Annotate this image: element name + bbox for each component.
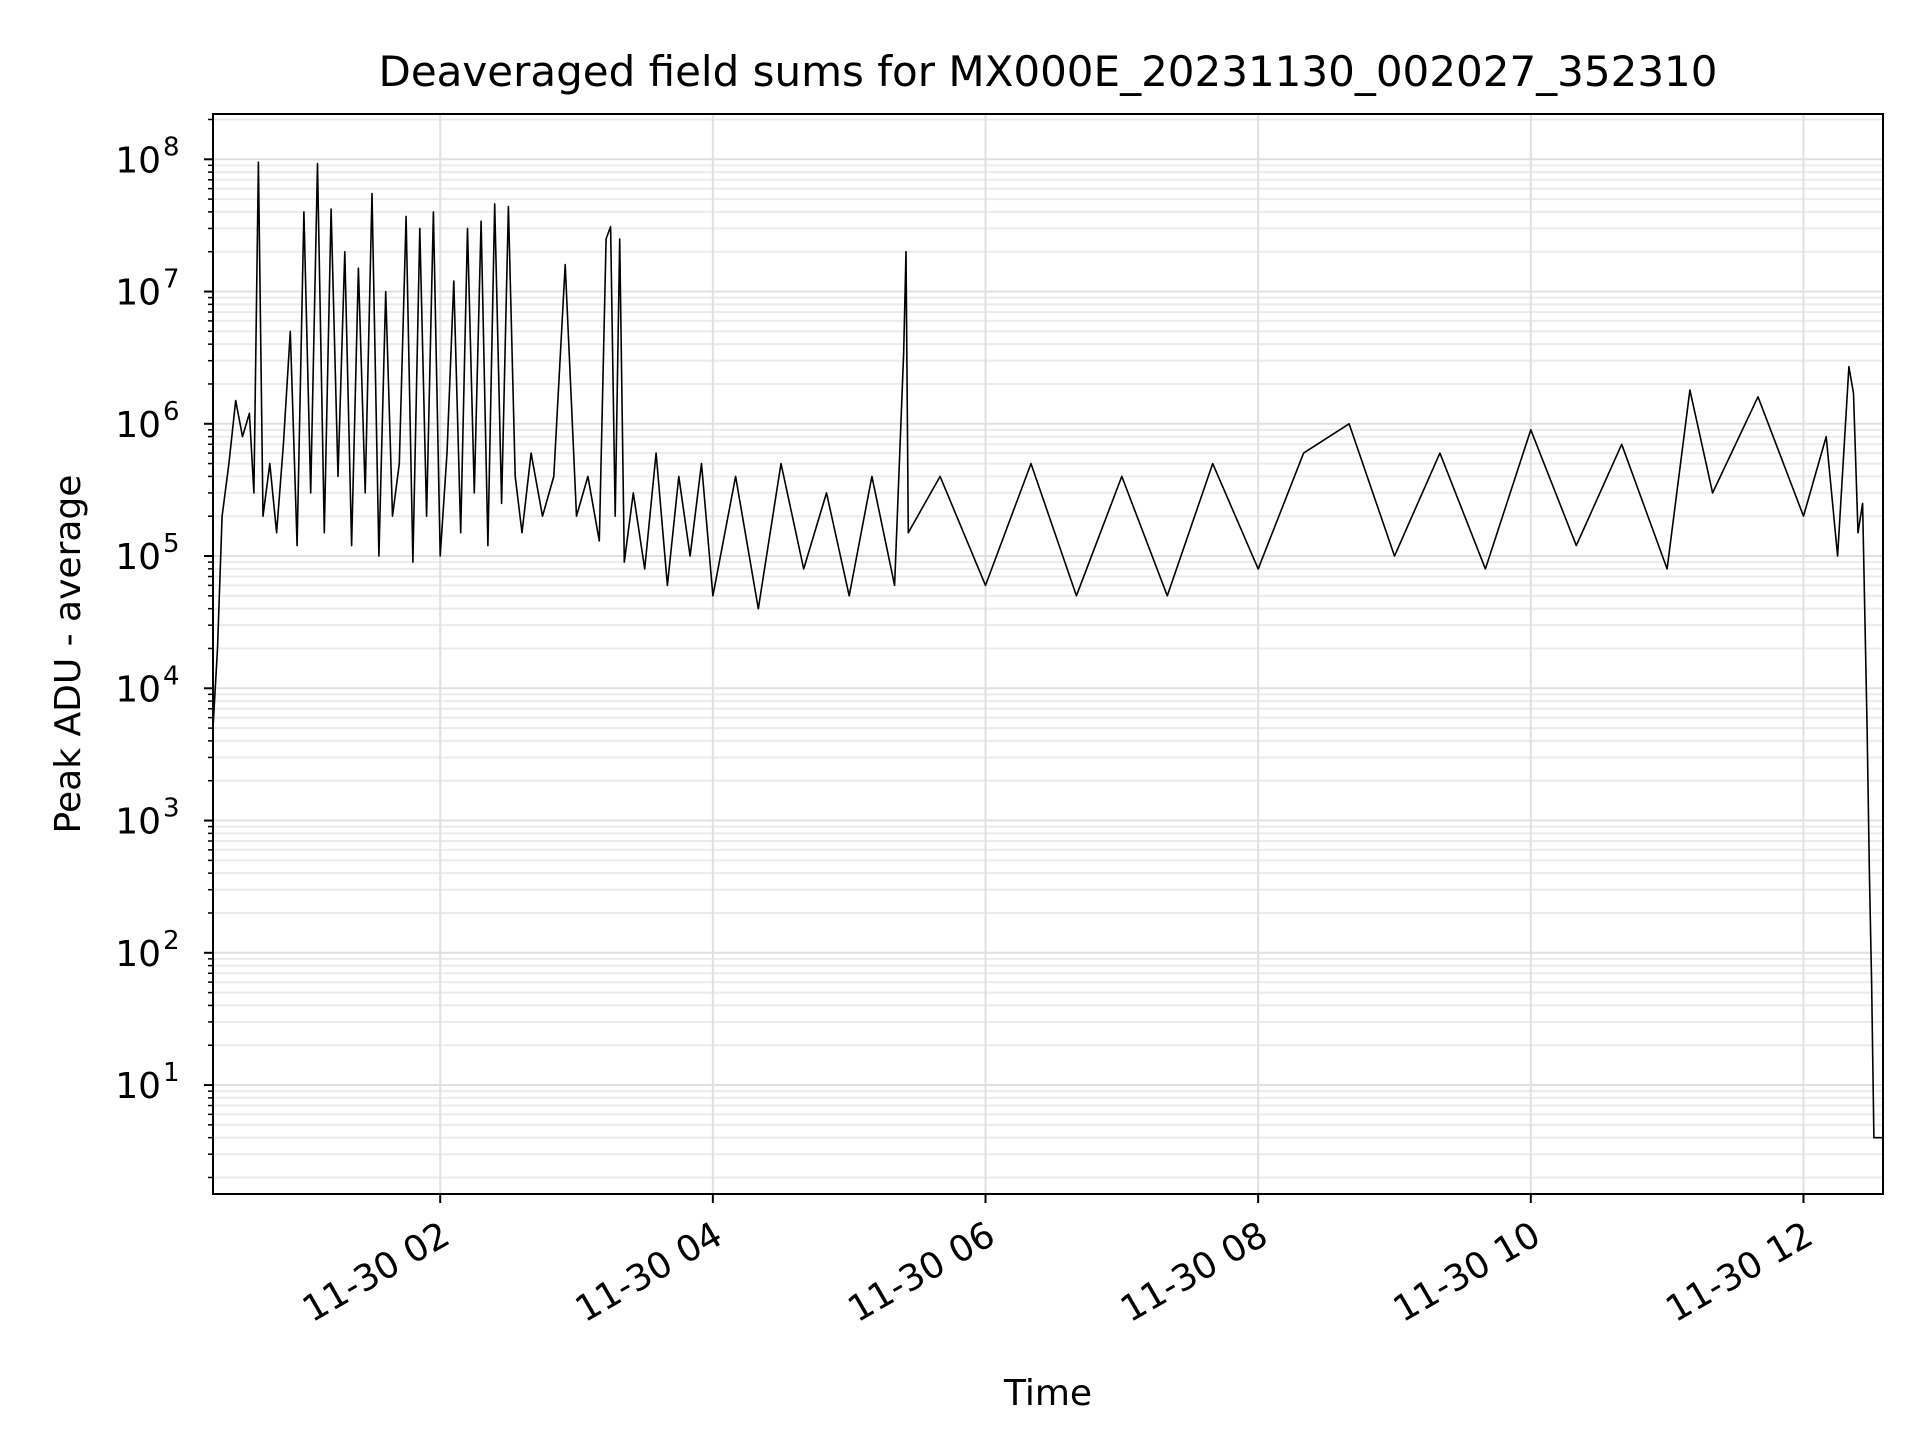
y-tick-exponent: 7 <box>163 265 180 295</box>
y-tick-exponent: 1 <box>163 1058 180 1088</box>
y-axis-label: Peak ADU - average <box>48 475 89 834</box>
y-tick-exponent: 3 <box>163 794 180 824</box>
series-line <box>212 161 1883 1139</box>
axes-frame <box>212 113 1884 1195</box>
y-tick-label: 10 <box>115 1066 161 1107</box>
y-tick-exponent: 4 <box>163 661 180 691</box>
y-tick-label: 10 <box>115 140 161 181</box>
y-tick-label: 10 <box>115 669 161 710</box>
y-tick-exponent: 6 <box>163 397 180 427</box>
chart-title: Deaveraged field sums for MX000E_2023113… <box>379 47 1718 96</box>
x-axis-label: Time <box>1003 1373 1092 1414</box>
y-tick-label: 10 <box>115 537 161 578</box>
y-tick-label: 10 <box>115 405 161 446</box>
y-tick-exponent: 2 <box>163 926 180 956</box>
y-tick-exponent: 5 <box>163 529 180 559</box>
plot-area <box>212 161 1883 1139</box>
y-tick-exponent: 8 <box>163 132 180 162</box>
y-tick-label: 10 <box>115 802 161 843</box>
y-tick-label: 10 <box>115 934 161 975</box>
y-tick-label: 10 <box>115 273 161 314</box>
grid <box>213 114 1883 1194</box>
